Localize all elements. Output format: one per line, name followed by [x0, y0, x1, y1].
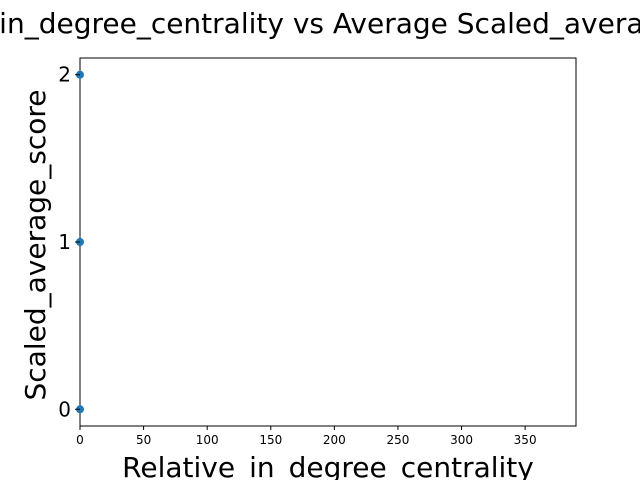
chart-title: Relative_in_degree_centrality vs Average… — [0, 7, 640, 40]
x-axis-label: Relative_in_degree_centrality — [122, 451, 534, 480]
x-tick-label: 350 — [514, 433, 537, 447]
plot-area — [76, 57, 577, 427]
y-tick-label: 0 — [58, 397, 71, 421]
x-tick-label: 300 — [450, 433, 473, 447]
axes-frame — [79, 57, 577, 427]
y-axis-ticks: 0 1 2 — [58, 63, 80, 421]
y-tick-label: 2 — [58, 63, 71, 87]
x-tick-label: 100 — [196, 433, 219, 447]
x-tick-label: 150 — [259, 433, 282, 447]
y-tick-label: 1 — [58, 230, 71, 254]
x-tick-label: 50 — [136, 433, 151, 447]
x-tick-label: 250 — [386, 433, 409, 447]
x-axis-ticks: 0 50 100 150 200 250 300 350 — [76, 426, 537, 447]
y-axis-label: Scaled_average_score — [19, 90, 52, 401]
x-tick-label: 200 — [323, 433, 346, 447]
x-tick-label: 0 — [76, 433, 84, 447]
